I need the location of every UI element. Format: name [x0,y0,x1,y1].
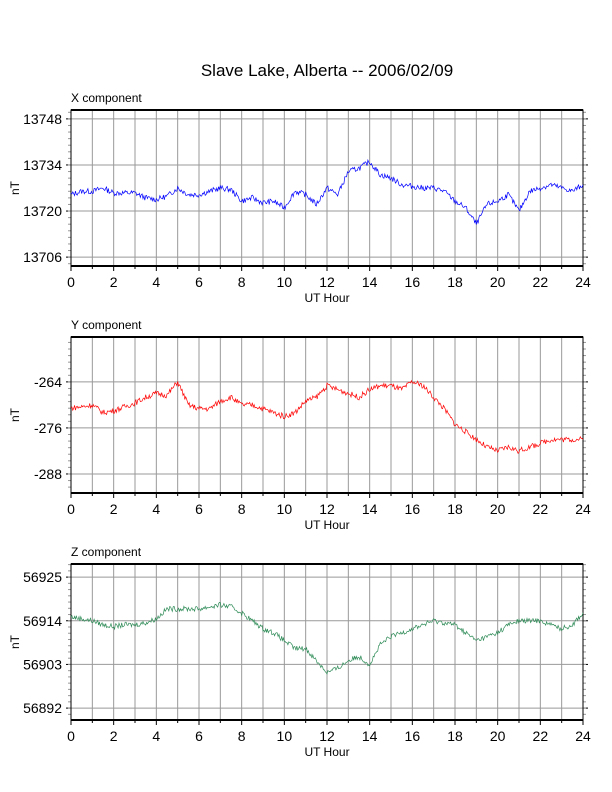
x-tick-label: 14 [362,728,378,744]
x-tick-label: 8 [238,501,246,517]
x-tick-label: 4 [152,501,160,517]
y-tick-label: 13748 [23,111,62,127]
series-line [70,158,584,225]
panel-title: Y component [71,318,142,332]
y-tick-label: 56903 [23,656,62,672]
x-tick-label: 10 [277,501,293,517]
x-tick-label: 12 [319,274,335,290]
y-tick-label: 56925 [23,569,62,585]
y-tick-label: 13734 [23,157,62,173]
x-tick-label: 24 [575,501,591,517]
y-tick-label: 56892 [23,700,62,716]
x-tick-label: 6 [195,501,203,517]
x-tick-label: 2 [110,274,118,290]
x-tick-label: 22 [533,501,549,517]
y-tick-label: 13720 [23,203,62,219]
x-tick-label: 18 [447,274,463,290]
y-tick-label: 13706 [23,249,62,265]
x-tick-label: 8 [238,274,246,290]
x-tick-label: 18 [447,728,463,744]
x-tick-label: 0 [67,274,75,290]
x-tick-label: 14 [362,274,378,290]
x-tick-label: 18 [447,501,463,517]
panel-title: X component [71,91,142,105]
y-axis-label: nT [8,634,22,649]
x-tick-label: 20 [490,501,506,517]
x-tick-label: 4 [152,274,160,290]
x-tick-label: 20 [490,728,506,744]
x-axis-label: UT Hour [304,518,349,532]
x-tick-label: 16 [405,274,421,290]
x-tick-label: 2 [110,728,118,744]
y-tick-label: 56914 [23,613,62,629]
x-tick-label: 10 [277,274,293,290]
x-tick-label: 14 [362,501,378,517]
x-tick-label: 0 [67,728,75,744]
x-tick-label: 20 [490,274,506,290]
x-tick-label: 12 [319,501,335,517]
y-axis-label: nT [8,180,22,195]
x-tick-label: 10 [277,728,293,744]
y-tick-label: -288 [34,466,62,482]
chart-title: Slave Lake, Alberta -- 2006/02/09 [201,61,453,80]
x-tick-label: 2 [110,501,118,517]
series-line [70,602,584,675]
x-tick-label: 24 [575,274,591,290]
x-tick-label: 16 [405,728,421,744]
x-tick-label: 16 [405,501,421,517]
x-tick-label: 24 [575,728,591,744]
x-tick-label: 0 [67,501,75,517]
x-tick-label: 8 [238,728,246,744]
x-tick-label: 22 [533,728,549,744]
x-tick-label: 6 [195,274,203,290]
x-tick-label: 22 [533,274,549,290]
x-axis-label: UT Hour [304,291,349,305]
x-tick-label: 6 [195,728,203,744]
x-tick-label: 4 [152,728,160,744]
series-line [70,379,584,454]
panel-title: Z component [71,545,142,559]
y-tick-label: -276 [34,420,62,436]
y-tick-label: -264 [34,374,62,390]
x-tick-label: 12 [319,728,335,744]
x-axis-label: UT Hour [304,745,349,759]
y-axis-label: nT [8,407,22,422]
